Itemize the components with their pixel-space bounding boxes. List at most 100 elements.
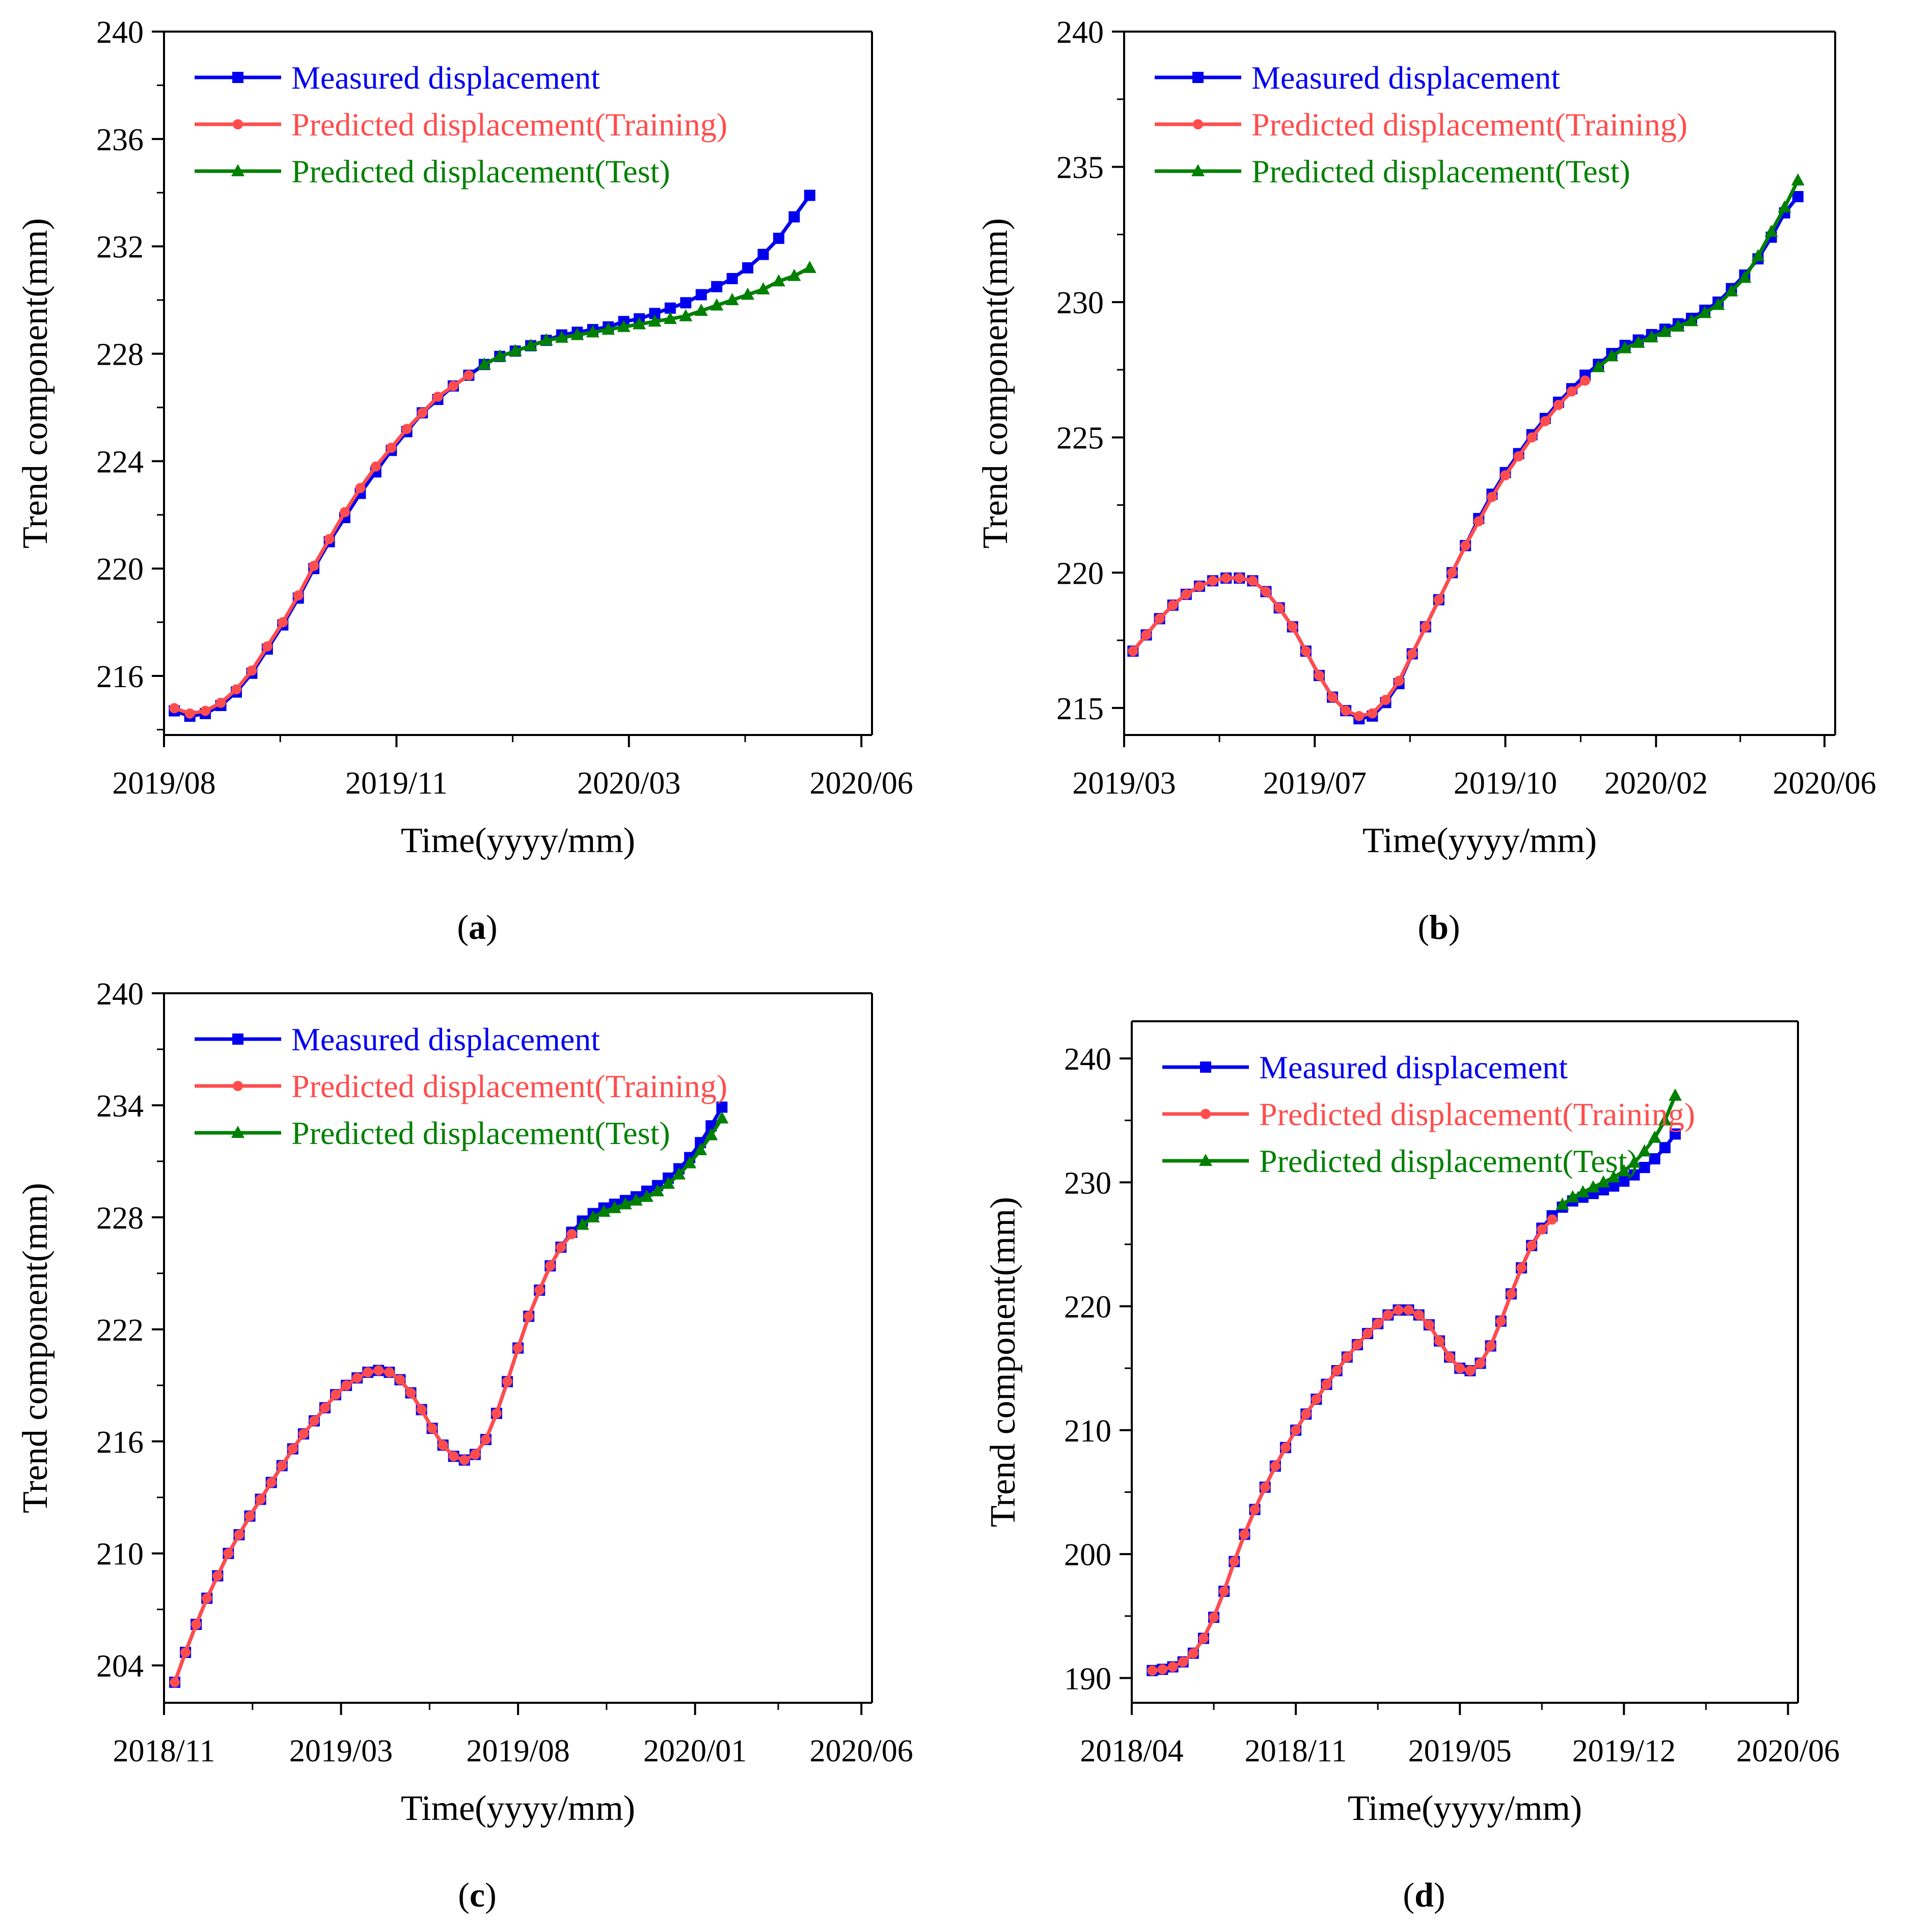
chart-panel-d: 190 200 210 220 230 240 2018/04 2018/11 2019/05 2… (984, 1020, 1840, 1914)
x-tick-label: 2018/04 (1080, 1734, 1183, 1768)
y-axis-title: Trend component(mm) (16, 218, 55, 549)
data-point-training (1373, 1318, 1383, 1329)
x-tick-label: 2019/11 (345, 766, 448, 801)
y-tick-label: 232 (96, 230, 144, 265)
data-point-training (231, 684, 241, 695)
data-point-training (1474, 516, 1484, 527)
data-point-test (694, 1142, 707, 1155)
data-point-training (1460, 540, 1471, 551)
data-point-test (710, 298, 724, 311)
data-point-training (277, 1460, 287, 1471)
panel-label: (d) (1403, 1875, 1445, 1914)
data-point-test (1586, 1180, 1600, 1192)
legend-label-training: Predicted displacement(Training) (291, 1068, 727, 1104)
data-point-measured (695, 289, 707, 301)
data-point-training (1342, 1352, 1352, 1363)
data-point-training (331, 1390, 341, 1400)
y-tick-label: 215 (1056, 692, 1104, 726)
data-point-training (1167, 600, 1178, 611)
data-point-training (1444, 1352, 1455, 1363)
legend-marker-measured (1200, 1062, 1211, 1073)
series-line-measured (1152, 1133, 1677, 1673)
data-point-training (1147, 1665, 1158, 1676)
legend-label-test: Predicted displacement(Test) (291, 1115, 670, 1151)
y-tick-label: 220 (1064, 1290, 1111, 1325)
data-point-measured (649, 308, 661, 319)
data-point-training (363, 1367, 373, 1378)
y-tick-label: 230 (1056, 286, 1104, 320)
data-point-training (502, 1376, 513, 1387)
y-tick-label: 224 (96, 445, 144, 479)
data-point-training (212, 1570, 223, 1581)
legend-marker-training (233, 1081, 243, 1091)
data-point-training (491, 1408, 502, 1419)
legend-marker-measured (232, 72, 243, 83)
data-point-training (1219, 1586, 1230, 1597)
y-tick-label: 240 (1056, 15, 1104, 50)
data-point-training (1274, 603, 1285, 613)
data-point-training (1393, 1304, 1404, 1315)
data-point-training (1188, 1648, 1198, 1658)
data-point-training (215, 697, 226, 708)
data-point-test (1605, 349, 1619, 362)
x-tick-label: 2019/12 (1572, 1734, 1676, 1768)
data-point-training (1500, 470, 1511, 481)
data-point-test (672, 1167, 686, 1180)
data-point-training (405, 1387, 416, 1398)
data-point-test (663, 311, 677, 324)
data-point-training (1181, 589, 1191, 600)
data-point-training (1247, 576, 1258, 586)
data-point-measured (788, 211, 800, 223)
data-point-training (432, 391, 443, 402)
y-tick-label: 204 (96, 1649, 144, 1684)
data-point-test (1648, 1130, 1661, 1143)
legend-marker-test (1191, 164, 1205, 176)
series-training (169, 370, 474, 719)
series-training (170, 1229, 577, 1688)
y-tick-label: 210 (96, 1537, 144, 1572)
data-point-test (1617, 1164, 1631, 1177)
series-training (1147, 1214, 1558, 1676)
data-point-training (1141, 630, 1152, 640)
data-point-test (586, 325, 599, 338)
series-line-training (173, 1233, 574, 1683)
data-point-training (1280, 1442, 1291, 1453)
data-point-training (1506, 1289, 1516, 1299)
data-point-training (1447, 567, 1458, 578)
data-point-training (1321, 1379, 1332, 1390)
data-point-training (427, 1423, 438, 1434)
data-point-test (597, 1204, 611, 1217)
data-point-test (648, 314, 662, 327)
data-point-test (1576, 1185, 1590, 1198)
x-tick-label: 2020/06 (1773, 766, 1876, 801)
data-point-test (1658, 324, 1672, 337)
data-point-training (448, 380, 458, 391)
data-point-training (384, 1367, 395, 1378)
data-point-training (1580, 375, 1591, 386)
data-point-test (617, 319, 631, 332)
data-point-training (298, 1429, 309, 1439)
data-point-training (1354, 711, 1365, 721)
data-point-training (1157, 1664, 1168, 1675)
series-measured (169, 1101, 728, 1688)
data-point-test (1638, 1144, 1651, 1157)
series-measured (1127, 191, 1804, 725)
data-point-test (629, 1193, 643, 1206)
y-tick-label: 190 (1064, 1662, 1111, 1696)
data-point-measured (757, 249, 769, 260)
legend: Measured displacement Predicted displacem… (195, 60, 727, 189)
data-point-test (602, 322, 615, 335)
data-point-training (309, 560, 319, 571)
data-point-test (787, 268, 801, 281)
data-point-training (566, 1229, 577, 1239)
data-point-training (480, 1434, 491, 1445)
data-point-training (417, 407, 428, 418)
data-point-training (278, 617, 288, 628)
data-point-training (1495, 1316, 1506, 1326)
data-point-training (1198, 1633, 1209, 1644)
data-point-training (1352, 1339, 1362, 1350)
panel-label: (b) (1418, 908, 1460, 946)
data-point-test (477, 357, 491, 370)
data-point-training (1487, 492, 1497, 502)
